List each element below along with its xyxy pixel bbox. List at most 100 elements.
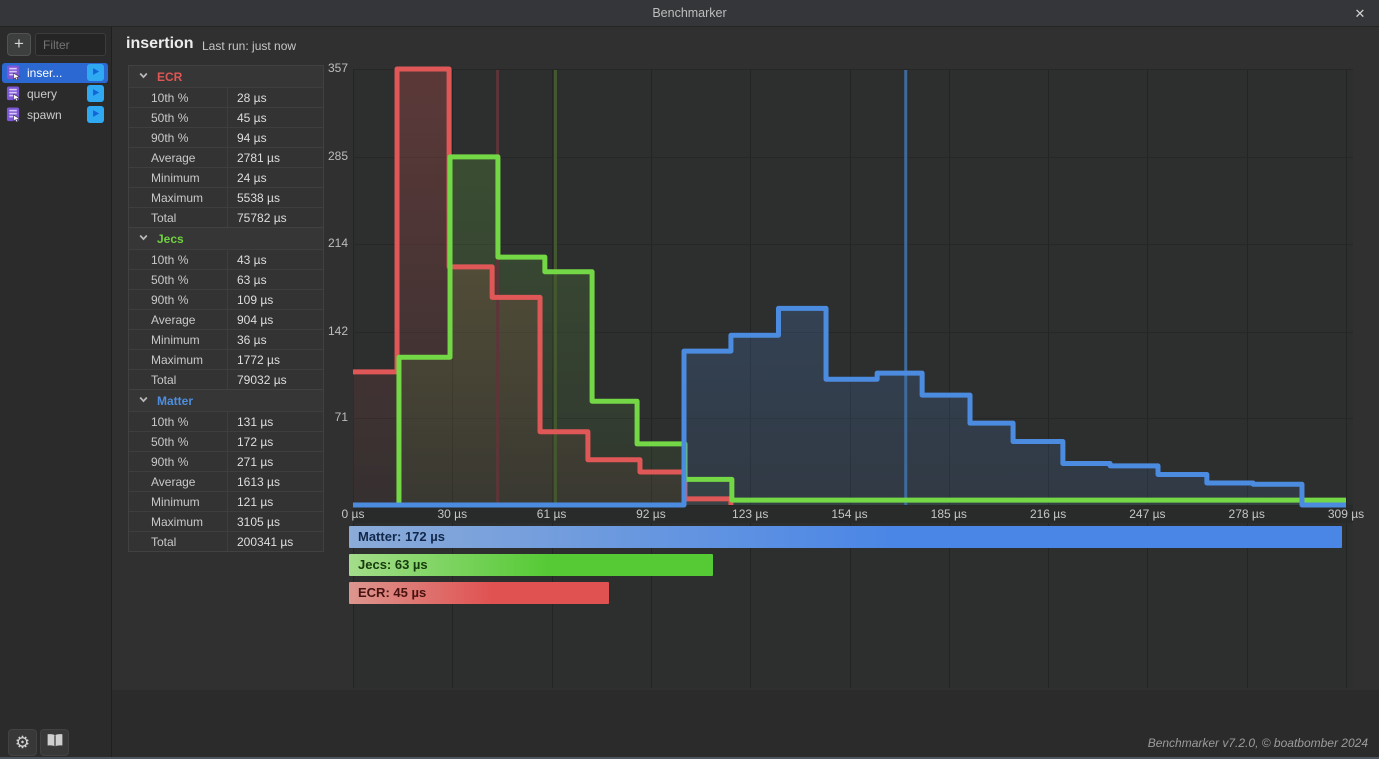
x-axis-band <box>353 505 1353 523</box>
stat-value: 79032 µs <box>237 372 287 387</box>
stats-section-header[interactable]: ECR <box>129 66 323 87</box>
stat-value: 75782 µs <box>237 210 287 225</box>
stat-value: 131 µs <box>237 414 274 429</box>
x-tick-label: 154 µs <box>831 507 867 521</box>
stat-value: 172 µs <box>237 434 274 449</box>
stat-label: Total <box>129 370 228 389</box>
stat-label: 50th % <box>129 270 228 289</box>
stats-row: 50th % 63 µs <box>129 269 323 289</box>
stats-row: Minimum 121 µs <box>129 491 323 511</box>
stat-label: Minimum <box>129 492 228 511</box>
run-benchmark-button[interactable] <box>87 106 104 123</box>
series-name: Matter <box>157 393 194 408</box>
stat-label: 90th % <box>129 452 228 471</box>
histogram-chart: 0 µs 30 µs 61 µs 92 µs 123 µs 154 µs 185 µs 216… <box>342 60 1364 690</box>
lower-grid-background <box>353 523 1353 688</box>
version-label: Benchmarker v7.2.0, © boatbomber 2024 <box>1147 736 1368 750</box>
stat-value: 904 µs <box>237 312 274 327</box>
stat-value: 5538 µs <box>237 190 280 205</box>
stats-row: Total 75782 µs <box>129 207 323 227</box>
script-icon <box>6 107 21 123</box>
stat-value: 271 µs <box>237 454 274 469</box>
stat-label: Maximum <box>129 512 228 531</box>
chevron-down-icon <box>138 232 149 246</box>
y-tick-label: 214 <box>327 235 348 250</box>
stats-row: 90th % 271 µs <box>129 451 323 471</box>
y-tick-label: 71 <box>334 410 348 425</box>
last-run-status: Last run: just now <box>202 39 297 53</box>
sidebar-item-spawn[interactable]: spawn <box>2 105 108 125</box>
stat-label: Average <box>129 148 228 167</box>
chevron-down-icon <box>138 70 149 84</box>
stat-label: 50th % <box>129 108 228 127</box>
stat-label: 90th % <box>129 128 228 147</box>
y-tick-label: 285 <box>327 148 348 163</box>
stats-row: Maximum 3105 µs <box>129 511 323 531</box>
stat-label: Total <box>129 532 228 551</box>
titlebar: Benchmarker ✕ <box>0 0 1379 27</box>
stat-value: 63 µs <box>237 272 267 287</box>
x-tick-label: 123 µs <box>732 507 768 521</box>
series-line-matter <box>353 305 1346 508</box>
main-panel: insertion Last run: just now ECR 10th % 28… <box>112 27 1379 690</box>
x-tick-label: 61 µs <box>537 507 567 521</box>
chevron-down-icon <box>138 394 149 408</box>
series-fill-jecs <box>353 156 1346 505</box>
stats-row: 50th % 45 µs <box>129 107 323 127</box>
stats-section-header[interactable]: Jecs <box>129 228 323 249</box>
play-icon <box>90 106 101 124</box>
stats-row: 10th % 43 µs <box>129 249 323 269</box>
x-tick-label: 247 µs <box>1129 507 1165 521</box>
window-title: Benchmarker <box>652 6 727 20</box>
benchmark-label: query <box>27 87 58 101</box>
series-name: Jecs <box>157 231 184 246</box>
filter-input[interactable] <box>35 33 106 56</box>
sidebar: + inser... query spawn ⚙ <box>0 27 112 759</box>
series-line-jecs <box>353 154 1346 508</box>
stat-value: 2781 µs <box>237 150 280 165</box>
benchmark-list: inser... query spawn <box>0 63 110 126</box>
stats-row: Minimum 24 µs <box>129 167 323 187</box>
chart-canvas: 0 µs 30 µs 61 µs 92 µs 123 µs 154 µs 185 µs 216… <box>342 66 1364 688</box>
play-icon <box>90 64 101 82</box>
stat-value: 45 µs <box>237 110 267 125</box>
close-icon[interactable]: ✕ <box>1354 6 1366 21</box>
benchmark-label: inser... <box>27 66 63 80</box>
docs-button[interactable] <box>40 729 69 756</box>
stats-panel: ECR 10th % 28 µs 50th % 45 µs 90th % 94 µs Aver… <box>128 65 324 552</box>
run-benchmark-button[interactable] <box>87 64 104 81</box>
stat-value: 1772 µs <box>237 352 280 367</box>
x-tick-label: 30 µs <box>437 507 467 521</box>
stat-label: Minimum <box>129 330 228 349</box>
sidebar-item-query[interactable]: query <box>2 84 108 104</box>
stat-label: Maximum <box>129 350 228 369</box>
stats-row: 90th % 109 µs <box>129 289 323 309</box>
series-fill-matter <box>353 308 1346 505</box>
x-tick-label: 278 µs <box>1229 507 1265 521</box>
page-title: insertion <box>126 35 194 52</box>
settings-button[interactable]: ⚙ <box>8 729 37 756</box>
run-benchmark-button[interactable] <box>87 85 104 102</box>
stats-row: 10th % 131 µs <box>129 411 323 431</box>
x-tick-label: 92 µs <box>636 507 666 521</box>
stat-label: Total <box>129 208 228 227</box>
stat-label: 50th % <box>129 432 228 451</box>
sidebar-item-inser[interactable]: inser... <box>2 63 108 83</box>
stats-row: Maximum 5538 µs <box>129 187 323 207</box>
stat-label: Minimum <box>129 168 228 187</box>
stat-label: 10th % <box>129 412 228 431</box>
window-resize-edge[interactable] <box>0 757 1379 759</box>
stats-row: 10th % 28 µs <box>129 87 323 107</box>
stat-value: 28 µs <box>237 90 267 105</box>
stat-label: Average <box>129 310 228 329</box>
add-benchmark-button[interactable]: + <box>7 33 31 56</box>
stats-section-ecr: ECR 10th % 28 µs 50th % 45 µs 90th % 94 µs Aver… <box>128 65 324 228</box>
gear-icon: ⚙ <box>14 732 31 752</box>
stat-value: 24 µs <box>237 170 267 185</box>
stats-section-header[interactable]: Matter <box>129 390 323 411</box>
stats-section-jecs: Jecs 10th % 43 µs 50th % 63 µs 90th % 109 µs Av… <box>128 227 324 390</box>
stat-label: 90th % <box>129 290 228 309</box>
stat-value: 200341 µs <box>237 534 294 549</box>
stat-value: 121 µs <box>237 494 274 509</box>
